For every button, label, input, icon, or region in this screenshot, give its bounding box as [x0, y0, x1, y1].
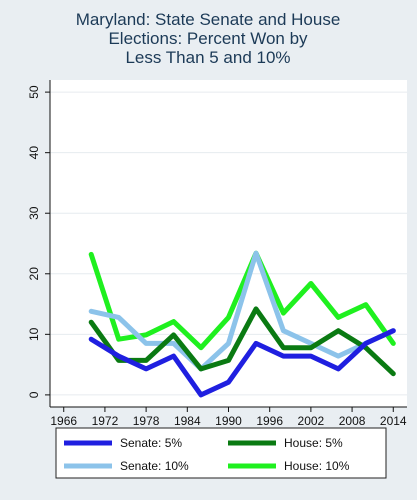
x-tick-label: 1966 — [50, 414, 77, 428]
x-tick-label: 2002 — [298, 414, 325, 428]
series-line-senate-10 — [88, 250, 396, 372]
x-tick-label: 1984 — [174, 414, 201, 428]
y-tick-label: 0 — [27, 391, 41, 398]
x-tick-label: 1990 — [215, 414, 242, 428]
y-tick-label: 50 — [27, 85, 41, 99]
x-tick-label: 1978 — [133, 414, 160, 428]
chart-title-line: Maryland: State Senate and House — [76, 10, 341, 29]
series-line-house-10 — [88, 250, 396, 351]
series-line-house-5 — [88, 306, 396, 377]
chart-title-line: Elections: Percent Won by — [108, 29, 308, 48]
series-lines — [88, 250, 396, 398]
chart-title-line: Less Than 5 and 10% — [125, 48, 290, 67]
chart-title: Maryland: State Senate and HouseElection… — [76, 10, 341, 67]
legend-label: House: 5% — [284, 436, 343, 450]
legend-label: Senate: 5% — [120, 436, 182, 450]
axes: 0 10 20 30 40 50 1966 1972 1978 1984 1990 1996 2002 2… — [27, 80, 407, 428]
legend-label: House: 10% — [284, 459, 350, 473]
gridlines — [50, 91, 407, 396]
x-tick-label: 1972 — [92, 414, 119, 428]
legend-box — [55, 427, 387, 479]
y-tick-label: 40 — [27, 146, 41, 160]
x-tick-label: 2014 — [380, 414, 407, 428]
x-tick-label: 2008 — [339, 414, 366, 428]
y-tick-label: 10 — [27, 327, 41, 341]
x-tick-label: 1996 — [256, 414, 283, 428]
legend-label: Senate: 10% — [120, 459, 189, 473]
legend: Senate: 5% House: 5% Senate: 10% House: 10% — [55, 427, 387, 479]
series-line-senate-5 — [88, 328, 396, 398]
y-tick-label: 20 — [27, 267, 41, 281]
y-tick-label: 30 — [27, 206, 41, 220]
